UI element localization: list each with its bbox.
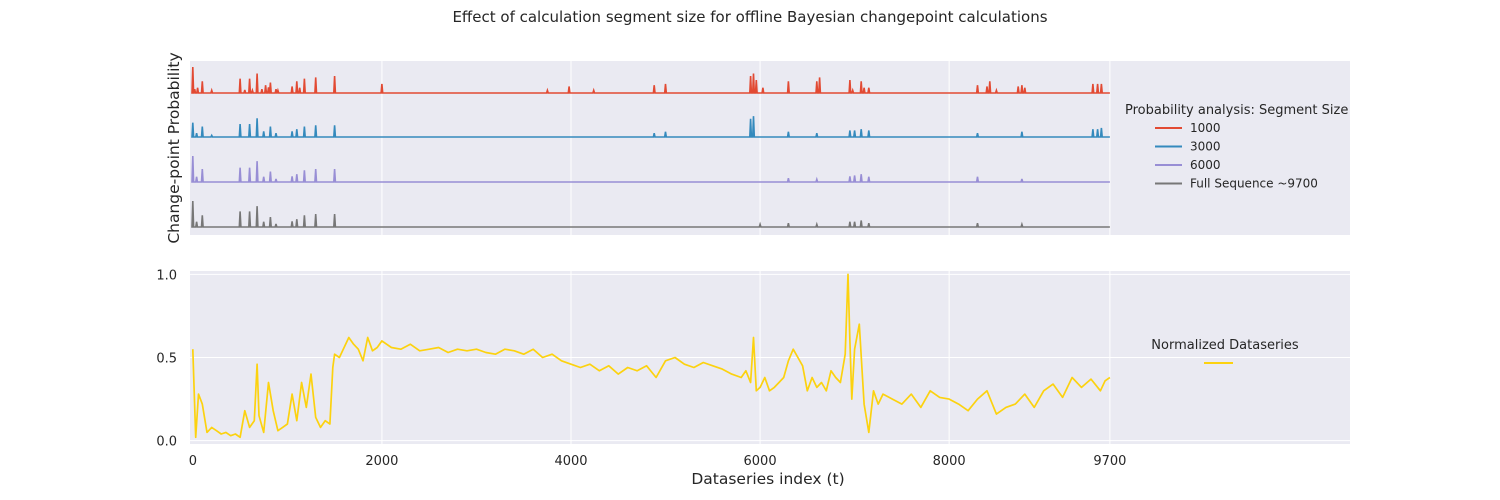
bottom-panel: 0 2000 4000 6000 8000 9700 0.0 0.5 1.0 Dataseri… (156, 268, 1350, 488)
bottom-grid (190, 271, 1350, 444)
top-panel: Change-point Probability Probability ana… (165, 52, 1350, 244)
figure-title: Effect of calculation segment size for o… (452, 8, 1047, 26)
y-tick-label: 0.0 (156, 435, 177, 450)
top-y-axis-label: Change-point Probability (165, 52, 183, 243)
legend-label: 3000 (1190, 140, 1221, 154)
bottom-series-line (191, 273, 1111, 439)
legend-entry: 6000 (1155, 158, 1221, 172)
y-tick-label: 0.5 (156, 352, 177, 367)
legend-label: 6000 (1190, 158, 1221, 172)
top-legend-title: Probability analysis: Segment Size (1125, 103, 1348, 118)
x-tick-label: 6000 (744, 454, 777, 469)
x-tick-label: 4000 (554, 454, 587, 469)
x-tick-label: 2000 (365, 454, 398, 469)
top-series-lines (191, 66, 1110, 228)
x-tick-label: 9700 (1093, 454, 1126, 469)
normalized-dataseries-line (191, 273, 1111, 439)
bottom-legend: Normalized Dataseries (1151, 338, 1299, 364)
legend-entry: Full Sequence ~9700 (1155, 177, 1318, 191)
series-line-1000 (191, 66, 1110, 94)
y-tick-labels: 0.0 0.5 1.0 (156, 268, 177, 449)
y-tick-label: 1.0 (156, 268, 177, 283)
x-tick-label: 8000 (933, 454, 966, 469)
legend-label: 1000 (1190, 121, 1221, 135)
x-tick-label: 0 (189, 454, 197, 469)
x-axis-label: Dataseries index (t) (691, 470, 844, 488)
legend-entry: 1000 (1155, 121, 1221, 135)
x-tick-labels: 0 2000 4000 6000 8000 9700 (189, 454, 1127, 469)
series-line-3000 (191, 116, 1110, 138)
bottom-legend-title: Normalized Dataseries (1151, 338, 1299, 353)
legend-label: Full Sequence ~9700 (1190, 177, 1318, 191)
top-legend: Probability analysis: Segment Size 1000 3… (1125, 103, 1348, 191)
series-line-6000 (191, 155, 1110, 183)
top-plot-area (190, 61, 1350, 235)
top-grid (381, 61, 1111, 235)
legend-entry: 3000 (1155, 140, 1221, 154)
series-line-full-sequence-9700 (191, 200, 1110, 228)
top-legend-items: 1000 3000 6000 Full Sequence ~9700 (1155, 121, 1318, 191)
